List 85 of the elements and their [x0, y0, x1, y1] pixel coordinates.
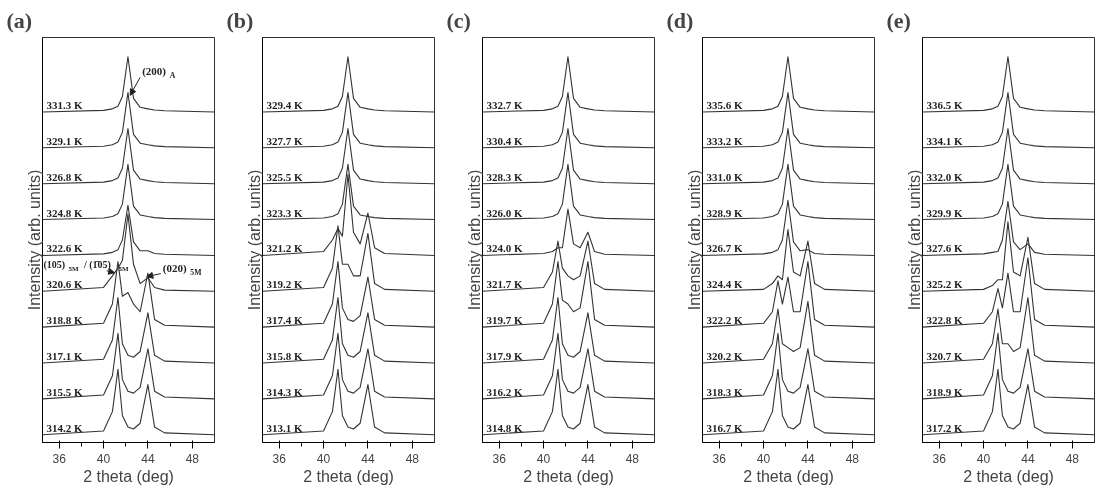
x-tick-label: 40: [96, 451, 111, 466]
series-label: 336.5 K: [926, 98, 963, 111]
y-axis-title: Intensity (arb. units): [465, 169, 483, 311]
series-label: 319.7 K: [486, 314, 523, 327]
series-label: 326.8 K: [46, 170, 83, 183]
series-label: 318.8 K: [46, 314, 83, 327]
series-label: 331.0 K: [706, 170, 743, 183]
series-label: 314.8 K: [486, 421, 523, 434]
y-axis-title: Intensity (arb. units): [685, 169, 703, 311]
x-tick-label: 48: [625, 451, 640, 466]
series-label: 324.4 K: [706, 278, 743, 291]
x-tick-label: 44: [361, 451, 375, 466]
series-label: 320.7 K: [926, 350, 963, 363]
series-label: 317.9 K: [486, 350, 523, 363]
x-axis-title: 2 theta (deg): [303, 467, 394, 485]
x-tick-label: 36: [712, 451, 727, 466]
series-label: 329.1 K: [46, 134, 83, 147]
x-tick-label: 48: [845, 451, 860, 466]
series-label: 325.5 K: [266, 170, 303, 183]
chart-title: (d): [666, 7, 694, 33]
series-label: 320.2 K: [706, 350, 743, 363]
y-axis-title: Intensity (arb. units): [245, 169, 263, 311]
series-label: 322.6 K: [46, 242, 83, 255]
series-label: 329.4 K: [266, 98, 303, 111]
x-tick-label: 36: [272, 451, 287, 466]
x-tick-label: 48: [1065, 451, 1080, 466]
x-tick-label: 48: [405, 451, 420, 466]
series-label: 327.7 K: [266, 134, 303, 147]
series-label: 322.8 K: [926, 314, 963, 327]
series-label: 313.1 K: [266, 421, 303, 434]
series-label: 317.2 K: [926, 421, 963, 434]
series-label: 329.9 K: [926, 206, 963, 219]
series-label: 334.1 K: [926, 134, 963, 147]
y-axis-title: Intensity (arb. units): [905, 169, 923, 311]
series-label: 321.2 K: [266, 242, 303, 255]
chart-title: (a): [6, 7, 33, 33]
series-label: 325.2 K: [926, 278, 963, 291]
x-axis-title: 2 theta (deg): [743, 467, 834, 485]
x-tick-label: 36: [492, 451, 507, 466]
series-label: 327.6 K: [926, 242, 963, 255]
series-label: 317.1 K: [46, 350, 83, 363]
chart-title: (b): [226, 7, 254, 33]
x-tick-label: 36: [52, 451, 67, 466]
series-label: 316.2 K: [486, 385, 523, 398]
series-label: 326.7 K: [706, 242, 743, 255]
series-label: 332.0 K: [926, 170, 963, 183]
series-label: 333.2 K: [706, 134, 743, 147]
x-tick-label: 48: [185, 451, 200, 466]
series-label: 328.9 K: [706, 206, 743, 219]
x-axis-title: 2 theta (deg): [963, 467, 1054, 485]
x-tick-label: 40: [976, 451, 991, 466]
x-tick-label: 40: [536, 451, 551, 466]
series-label: 331.3 K: [46, 98, 83, 111]
x-tick-label: 44: [801, 451, 815, 466]
series-label: 317.4 K: [266, 314, 303, 327]
series-label: 315.8 K: [266, 350, 303, 363]
series-label: 322.2 K: [706, 314, 743, 327]
chart-title: (e): [886, 7, 911, 33]
series-label: 323.3 K: [266, 206, 303, 219]
series-label: 315.5 K: [46, 385, 83, 398]
series-label: 335.6 K: [706, 98, 743, 111]
series-label: 314.3 K: [266, 385, 303, 398]
x-tick-label: 40: [316, 451, 331, 466]
series-label: 320.6 K: [46, 278, 83, 291]
series-label: 330.4 K: [486, 134, 523, 147]
x-tick-label: 44: [1021, 451, 1035, 466]
series-label: 326.0 K: [486, 206, 523, 219]
series-label: 318.9 K: [926, 385, 963, 398]
series-label: 324.0 K: [486, 242, 523, 255]
series-label: 321.7 K: [486, 278, 523, 291]
y-axis-title: Intensity (arb. units): [25, 169, 43, 311]
series-label: 316.7 K: [706, 421, 743, 434]
chart-title: (c): [446, 7, 471, 33]
series-label: 319.2 K: [266, 278, 303, 291]
series-label: 332.7 K: [486, 98, 523, 111]
series-label: 328.3 K: [486, 170, 523, 183]
series-label: 324.8 K: [46, 206, 83, 219]
x-tick-label: 36: [932, 451, 947, 466]
x-axis-title: 2 theta (deg): [83, 467, 174, 485]
x-tick-label: 40: [756, 451, 771, 466]
series-label: 314.2 K: [46, 421, 83, 434]
x-axis-title: 2 theta (deg): [523, 467, 614, 485]
x-tick-label: 44: [141, 451, 155, 466]
series-label: 318.3 K: [706, 385, 743, 398]
x-tick-label: 44: [581, 451, 595, 466]
